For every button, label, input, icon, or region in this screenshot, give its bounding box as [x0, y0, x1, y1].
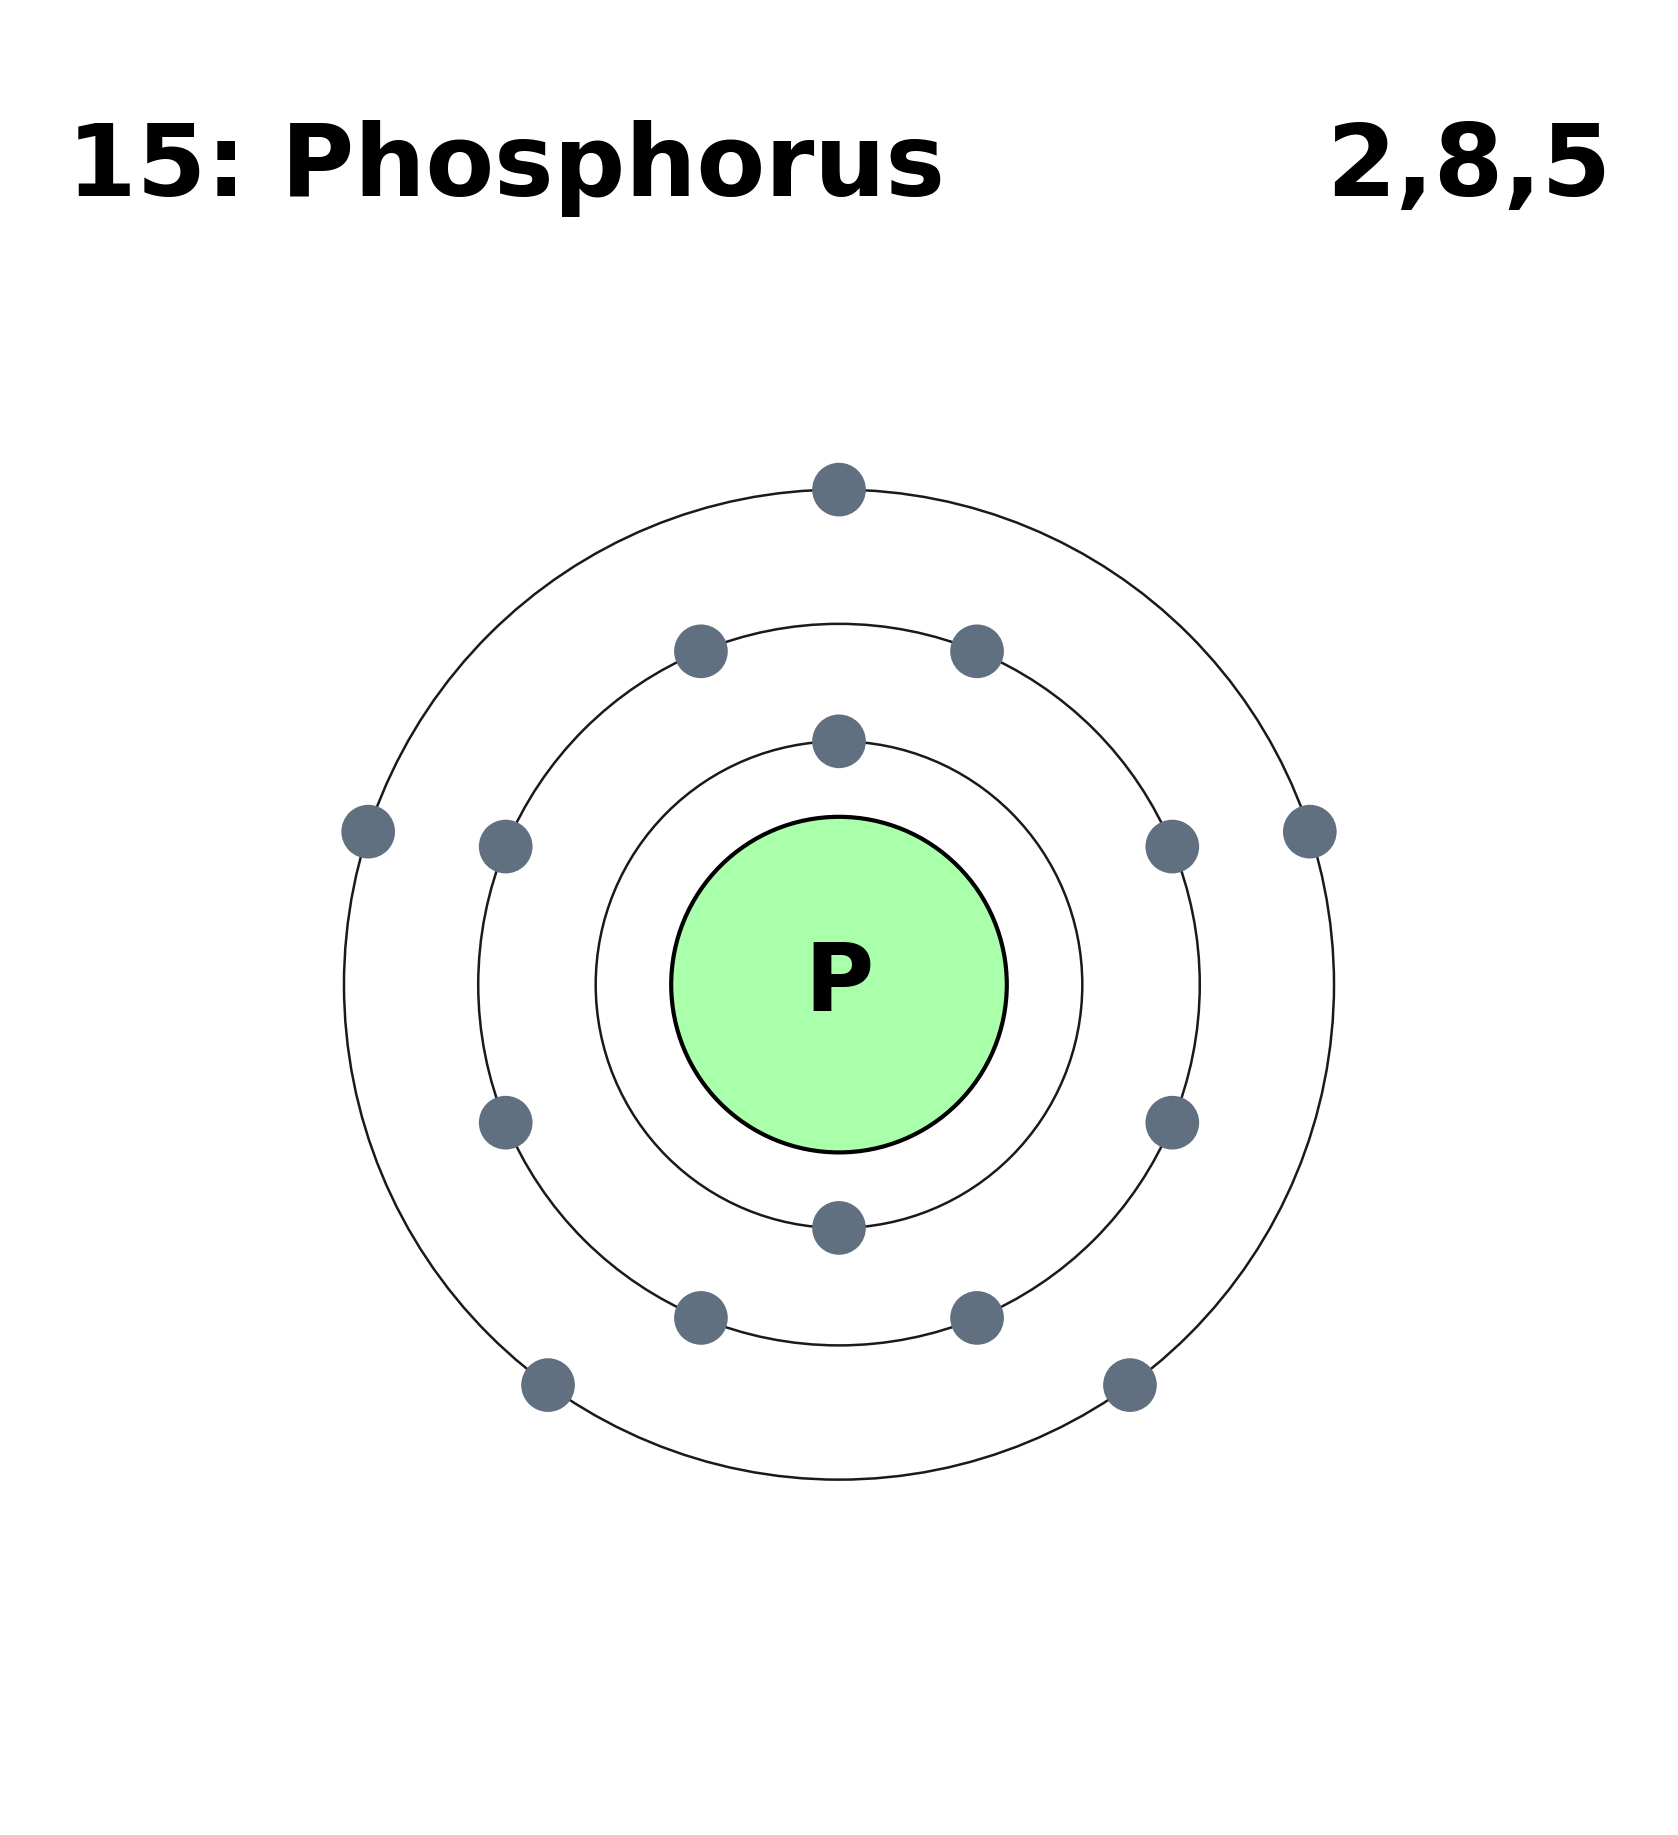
Circle shape — [812, 714, 866, 769]
Circle shape — [950, 1292, 1003, 1345]
Circle shape — [478, 1095, 532, 1149]
Circle shape — [341, 806, 394, 859]
Circle shape — [675, 624, 728, 679]
Circle shape — [812, 1202, 866, 1255]
Circle shape — [812, 462, 866, 516]
Circle shape — [1102, 1358, 1156, 1411]
Circle shape — [950, 624, 1003, 679]
Circle shape — [671, 817, 1007, 1152]
Circle shape — [478, 820, 532, 873]
Text: 2,8,5: 2,8,5 — [1326, 121, 1611, 218]
Circle shape — [522, 1358, 576, 1411]
Circle shape — [1284, 806, 1337, 859]
Circle shape — [1146, 820, 1200, 873]
Circle shape — [675, 1292, 728, 1345]
Circle shape — [1146, 1095, 1200, 1149]
Text: P: P — [804, 940, 874, 1031]
Text: 15: Phosphorus: 15: Phosphorus — [67, 121, 945, 218]
